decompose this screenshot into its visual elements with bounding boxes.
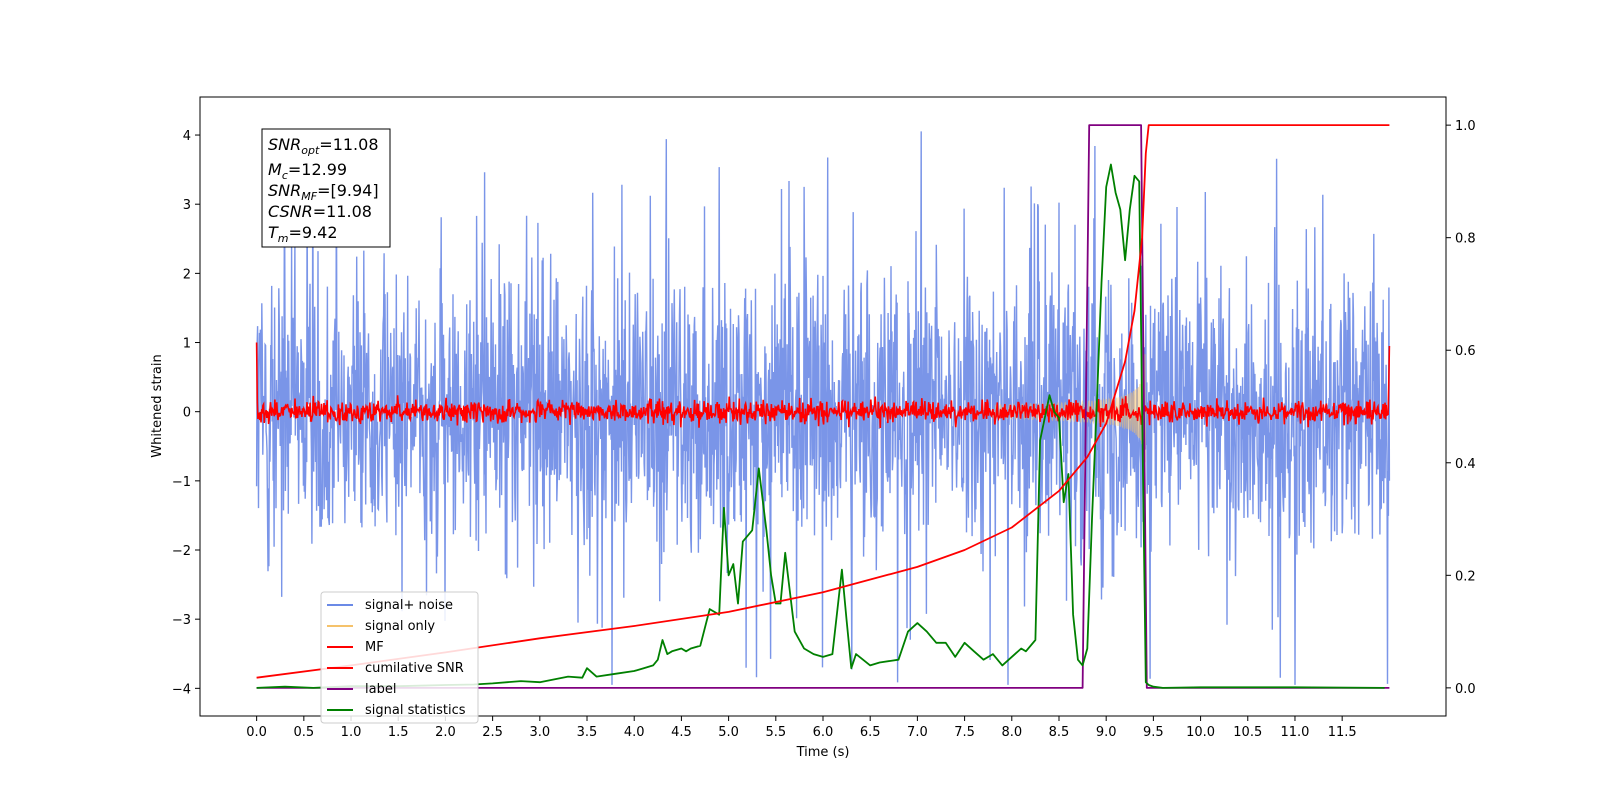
x-tick-label: 8.5 <box>1049 725 1070 740</box>
x-tick-label: 9.5 <box>1143 725 1164 740</box>
y-left-tick-label: 4 <box>183 129 191 144</box>
x-tick-label: 5.5 <box>765 725 786 740</box>
x-tick-label: 6.0 <box>813 725 834 740</box>
y-axis-right: 1.0 0.8 0.6 0.4 0.2 0.0 <box>1446 119 1476 697</box>
legend-entry-signal-statistics: signal statistics <box>327 703 466 718</box>
x-tick-label: 1.0 <box>341 725 362 740</box>
x-axis: 0.0 0.5 1.0 1.5 2.0 2.5 3.0 3.5 4.0 4.5 5.0 5.5 6.0 6… <box>246 716 1357 740</box>
annotation-snr-mf: SNRMF=[9.94] <box>268 181 379 203</box>
annotation-csnr: CSNR=11.08 <box>268 202 372 221</box>
series-signal-noise-line <box>255 131 1391 685</box>
y-left-tick-label: 1 <box>183 337 191 352</box>
x-tick-label: 10.5 <box>1233 725 1262 740</box>
x-tick-label: 7.5 <box>954 725 975 740</box>
annotation-box: SNRopt=11.08 Mc=12.99 SNRMF=[9.94] CSNR=… <box>261 128 391 248</box>
x-tick-label: 1.5 <box>388 725 409 740</box>
y-right-tick-label: 0.2 <box>1455 569 1476 584</box>
y-right-tick-label: 0.4 <box>1455 457 1476 472</box>
series-signal-statistics-line <box>256 163 1385 689</box>
x-tick-label: 4.0 <box>624 725 645 740</box>
y-left-tick-label: 3 <box>183 198 191 213</box>
legend-label: cumilative SNR <box>365 661 464 676</box>
legend-entry-signal-only: signal only <box>327 619 435 634</box>
x-tick-label: 3.0 <box>529 725 550 740</box>
x-tick-label: 4.5 <box>671 725 692 740</box>
legend-entry-cumulative-snr: cumilative SNR <box>327 661 464 676</box>
legend-entry-signal-noise: signal+ noise <box>327 598 453 613</box>
y-right-tick-label: 1.0 <box>1455 119 1476 134</box>
x-tick-label: 2.0 <box>435 725 456 740</box>
x-tick-label: 2.5 <box>482 725 503 740</box>
annotation-snr-opt: SNRopt=11.08 <box>268 135 379 157</box>
series-cumulative-snr-line <box>256 124 1390 679</box>
x-axis-label: Time (s) <box>796 745 850 760</box>
series-layer <box>255 124 1391 689</box>
y-left-tick-label: −2 <box>172 544 191 559</box>
x-tick-label: 0.5 <box>293 725 314 740</box>
legend-entry-mf: MF <box>327 640 384 655</box>
x-tick-label: 7.0 <box>907 725 928 740</box>
x-tick-label: 5.0 <box>718 725 739 740</box>
x-tick-label: 11.5 <box>1328 725 1357 740</box>
x-tick-label: 9.0 <box>1096 725 1117 740</box>
x-tick-label: 11.0 <box>1280 725 1309 740</box>
y-axis-label: Whitened strain <box>150 354 165 457</box>
y-left-tick-label: −3 <box>172 613 191 628</box>
y-axis-left: 4 3 2 1 0 −1 −2 −3 −4 <box>172 129 200 697</box>
legend-label: MF <box>365 640 384 655</box>
y-right-tick-label: 0.6 <box>1455 344 1476 359</box>
legend-entry-label: label <box>327 682 396 697</box>
legend-label: signal+ noise <box>365 598 453 613</box>
x-tick-label: 6.5 <box>860 725 881 740</box>
annotation-tm: Tm=9.42 <box>268 223 338 245</box>
y-left-tick-label: −1 <box>172 475 191 490</box>
legend-box <box>320 591 479 724</box>
y-left-tick-label: 2 <box>183 267 191 282</box>
series-mf-line <box>255 342 1391 429</box>
legend-label: signal only <box>365 619 435 634</box>
y-right-tick-label: 0.8 <box>1455 232 1476 247</box>
legend: signal+ noise signal only MF cumilative … <box>320 591 479 724</box>
x-tick-label: 10.0 <box>1186 725 1215 740</box>
annotation-mc: Mc=12.99 <box>268 160 347 182</box>
legend-label: label <box>365 682 396 697</box>
legend-label: signal statistics <box>365 703 466 718</box>
y-right-tick-label: 0.0 <box>1455 682 1476 697</box>
x-tick-label: 8.0 <box>1001 725 1022 740</box>
y-left-tick-label: 0 <box>183 406 191 421</box>
x-tick-label: 3.5 <box>577 725 598 740</box>
y-left-tick-label: −4 <box>172 682 191 697</box>
x-tick-label: 0.0 <box>246 725 267 740</box>
